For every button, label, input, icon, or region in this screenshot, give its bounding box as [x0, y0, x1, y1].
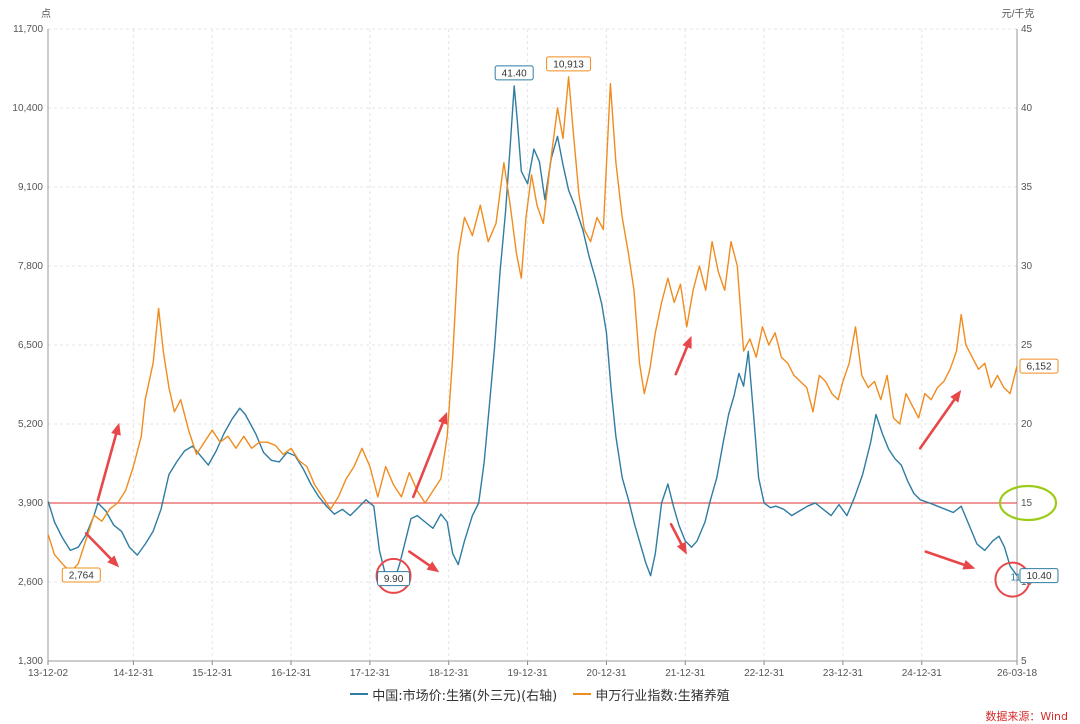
right-tick-label: 5 [1021, 656, 1027, 667]
annotation-arrow-head [426, 561, 440, 573]
right-tick-label: 40 [1021, 103, 1033, 114]
data-source-note: 数据来源：Wind [985, 710, 1068, 723]
left-tick-label: 11,700 [13, 24, 43, 35]
data-label-text: 2,764 [69, 571, 94, 582]
legend-label-pig-price: 中国:市场价:生猪(外三元)(右轴) [372, 688, 558, 704]
legend-swatch-sw-index [573, 693, 592, 695]
annotation-arrow-shaft [918, 398, 956, 450]
data-label-box [546, 56, 592, 72]
data-label-text: 6,152 [1026, 362, 1051, 373]
data-label-text: 9.90 [384, 574, 404, 585]
x-tick-label: 13-12-02 [28, 668, 68, 679]
x-tick-label: 14-12-31 [113, 668, 153, 679]
annotation-arrow-shaft [96, 433, 118, 502]
annotation-arrow-head [962, 560, 976, 570]
x-tick-label: 24-12-31 [902, 668, 942, 679]
data-label-text: 11 [1010, 573, 1021, 584]
data-label-text: 41.40 [502, 68, 527, 79]
annotation-arrow-shaft [674, 345, 689, 376]
annotation-arrow-head [107, 555, 120, 568]
legend-label-sw-index: 申万行业指数:生猪养殖 [595, 688, 730, 704]
x-tick-label: 20-12-31 [586, 668, 626, 679]
x-tick-label: 22-12-31 [744, 668, 784, 679]
legend-swatch-pig-price [350, 693, 369, 695]
annotation-arrow-shaft [924, 550, 966, 567]
annotation-arrow-head [438, 411, 448, 425]
annotation-arrow-head [682, 335, 692, 349]
data-label-box [61, 567, 101, 583]
x-tick-label: 16-12-31 [271, 668, 311, 679]
right-tick-label: 20 [1021, 419, 1033, 430]
data-label-text: 10.40 [1026, 571, 1051, 582]
left-tick-label: 9,100 [18, 182, 43, 193]
legend-item-sw-index[interactable]: 申万行业指数:生猪养殖 [573, 685, 730, 704]
right-tick-label: 45 [1021, 24, 1033, 35]
annotation-arrow-head [111, 422, 121, 436]
x-tick-label: 18-12-31 [429, 668, 469, 679]
left-tick-label: 5,200 [18, 419, 43, 430]
right-tick-label: 35 [1021, 182, 1033, 193]
left-tick-label: 10,400 [12, 103, 43, 114]
left-tick-label: 6,500 [18, 340, 43, 351]
legend-item-pig-price[interactable]: 中国:市场价:生猪(外三元)(右轴) [350, 685, 557, 704]
data-label-text: 10,913 [553, 59, 584, 70]
highlight-circle [375, 557, 412, 594]
left-tick-label: 2,600 [18, 577, 43, 588]
highlight-ellipse [998, 484, 1058, 522]
x-tick-label: 17-12-31 [350, 668, 390, 679]
chart-legend: 中国:市场价:生猪(外三元)(右轴) 申万行业指数:生猪养殖 [0, 684, 1080, 704]
x-tick-label: 23-12-31 [823, 668, 863, 679]
data-label-box [1019, 568, 1059, 584]
annotation-arrow-shaft [408, 550, 431, 567]
x-tick-label: 21-12-31 [665, 668, 705, 679]
x-tick-label: 19-12-31 [508, 668, 548, 679]
data-label-box [494, 65, 534, 81]
x-tick-label: 15-12-31 [192, 668, 232, 679]
right-tick-label: 25 [1021, 340, 1033, 351]
left-tick-label: 7,800 [18, 261, 43, 272]
data-label-box [1019, 358, 1059, 374]
annotation-arrow-head [676, 541, 687, 555]
annotation-arrow-shaft [84, 532, 113, 561]
right-tick-label: 30 [1021, 261, 1033, 272]
right-axis-unit: 元/千克 [1002, 8, 1035, 20]
series-line-sw-index [47, 76, 1018, 573]
annotation-arrow-shaft [669, 522, 683, 546]
annotation-arrow-head [950, 389, 962, 403]
annotation-arrow-shaft [411, 421, 445, 499]
left-axis-unit: 点 [41, 8, 51, 20]
right-tick-label: 15 [1021, 498, 1033, 509]
x-tick-label: 26-03-18 [997, 668, 1037, 679]
data-label-box [377, 571, 411, 587]
left-tick-label: 3,900 [18, 498, 43, 509]
left-tick-label: 1,300 [18, 656, 43, 667]
series-line-pig-price [47, 85, 1018, 585]
